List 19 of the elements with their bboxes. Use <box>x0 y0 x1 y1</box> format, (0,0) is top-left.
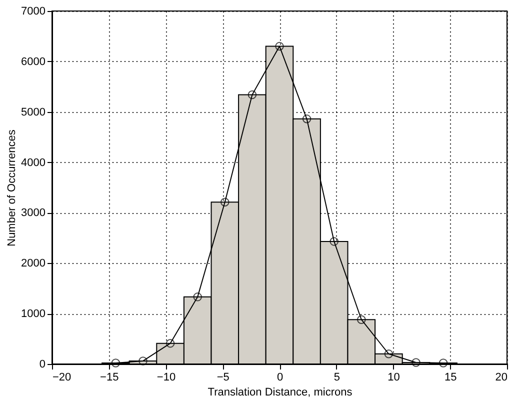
x-tick-label: 10 <box>388 372 400 384</box>
y-tick-label: 2000 <box>21 258 46 270</box>
y-axis-title: Number of Occurrences <box>6 129 18 246</box>
x-tick-label: 20 <box>495 372 508 384</box>
x-tick-label: −20 <box>52 372 72 384</box>
x-tick-label: −5 <box>216 372 230 384</box>
y-tick-label: 7000 <box>21 6 46 18</box>
y-tick-label: 1000 <box>21 308 46 320</box>
y-tick-label: 4000 <box>21 156 46 169</box>
x-axis-title: Translation Distance, microns <box>208 386 353 398</box>
x-tick-label: −10 <box>156 372 176 384</box>
x-tick-label: 5 <box>334 372 340 384</box>
y-tick-label: 5000 <box>21 106 46 118</box>
y-tick-label: 3000 <box>21 207 46 220</box>
x-tick-label: 0 <box>276 372 284 384</box>
x-tick-label: 15 <box>444 372 457 384</box>
y-tick-label: 0 <box>39 358 46 370</box>
y-tick-label: 6000 <box>21 56 46 68</box>
x-tick-label: −15 <box>100 372 119 384</box>
